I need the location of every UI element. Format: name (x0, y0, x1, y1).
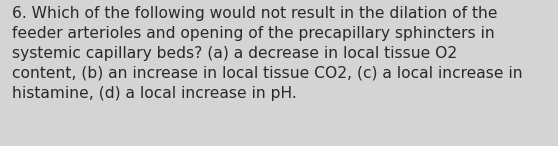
Text: 6. Which of the following would not result in the dilation of the
feeder arterio: 6. Which of the following would not resu… (12, 6, 523, 101)
